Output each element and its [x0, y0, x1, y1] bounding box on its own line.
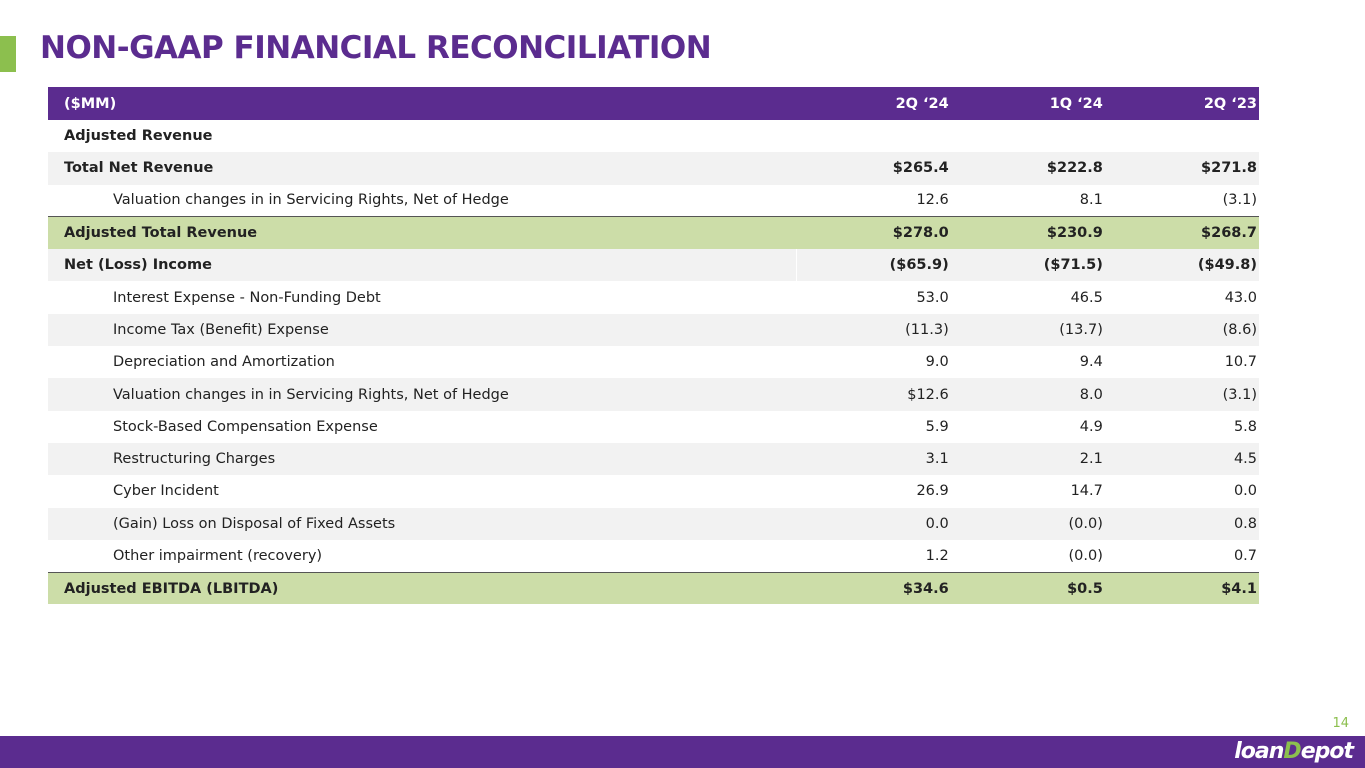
- page-number: 14: [1332, 716, 1349, 731]
- cell-1q24: $222.8: [950, 152, 1105, 185]
- cell-2q23: $271.8: [1104, 152, 1259, 185]
- cell-1q24: [950, 120, 1105, 153]
- cell-2q23: (3.1): [1104, 378, 1259, 411]
- table-row: Stock-Based Compensation Expense 5.9 4.9…: [48, 410, 1259, 443]
- table-header-row: ($MM) 2Q ‘24 1Q ‘24 2Q ‘23: [48, 87, 1259, 120]
- cell-1q24: $0.5: [950, 571, 1105, 605]
- header-units: ($MM): [48, 87, 797, 120]
- table-row: Cyber Incident 26.9 14.7 0.0: [48, 475, 1259, 508]
- row-label: Interest Expense - Non-Funding Debt: [48, 281, 797, 314]
- table-row: Valuation changes in in Servicing Rights…: [48, 184, 1259, 217]
- row-label: Valuation changes in in Servicing Rights…: [48, 378, 797, 411]
- cell-2q23: 0.0: [1104, 475, 1259, 508]
- cell-2q24: 12.6: [796, 184, 951, 217]
- table-row: Interest Expense - Non-Funding Debt 53.0…: [48, 281, 1259, 314]
- table-row: (Gain) Loss on Disposal of Fixed Assets …: [48, 507, 1259, 540]
- row-label: Valuation changes in in Servicing Rights…: [48, 184, 797, 217]
- row-label: Total Net Revenue: [48, 152, 797, 185]
- logo-text-right: epot: [1300, 739, 1354, 764]
- table-row: Depreciation and Amortization 9.0 9.4 10…: [48, 346, 1259, 379]
- logo-mark-icon: D: [1283, 739, 1301, 764]
- cell-2q24: ($65.9): [796, 249, 951, 282]
- cell-2q24: 53.0: [796, 281, 951, 314]
- page-title: NON-GAAP FINANCIAL RECONCILIATION: [40, 30, 712, 66]
- cell-1q24: 2.1: [950, 442, 1105, 476]
- table-row: Income Tax (Benefit) Expense (11.3) (13.…: [48, 313, 1259, 347]
- table-row-total: Adjusted Total Revenue $278.0 $230.9 $26…: [48, 216, 1259, 250]
- cell-1q24: $230.9: [950, 216, 1105, 250]
- cell-2q24: 0.0: [796, 507, 951, 540]
- company-logo: loanDepot: [1234, 739, 1354, 764]
- title-accent-bar: [0, 36, 16, 72]
- logo-text-left: loan: [1234, 739, 1284, 764]
- cell-1q24: 46.5: [950, 281, 1105, 314]
- cell-2q23: ($49.8): [1104, 249, 1259, 282]
- cell-2q23: 0.8: [1104, 507, 1259, 540]
- cell-2q24: 9.0: [796, 346, 951, 379]
- cell-2q23: (8.6): [1104, 313, 1259, 347]
- table-row: Total Net Revenue $265.4 $222.8 $271.8: [48, 152, 1259, 185]
- cell-2q24: $265.4: [796, 152, 951, 185]
- row-label: Adjusted EBITDA (LBITDA): [48, 571, 797, 605]
- cell-2q23: $4.1: [1104, 571, 1259, 605]
- cell-2q24: $34.6: [796, 571, 951, 605]
- footer-bar: loanDepot: [0, 736, 1365, 768]
- row-label: Adjusted Total Revenue: [48, 216, 797, 250]
- cell-1q24: ($71.5): [950, 249, 1105, 282]
- cell-2q23: $268.7: [1104, 216, 1259, 250]
- cell-2q23: 43.0: [1104, 281, 1259, 314]
- row-label: Adjusted Revenue: [48, 120, 797, 153]
- row-label: Net (Loss) Income: [48, 249, 798, 282]
- cell-2q24: 3.1: [796, 442, 951, 476]
- header-1q24: 1Q ‘24: [950, 87, 1105, 120]
- cell-2q23: 0.7: [1104, 539, 1259, 573]
- cell-1q24: 4.9: [950, 410, 1105, 443]
- row-label: Income Tax (Benefit) Expense: [48, 313, 797, 347]
- table-row: Other impairment (recovery) 1.2 (0.0) 0.…: [48, 539, 1259, 573]
- table-row: Restructuring Charges 3.1 2.1 4.5: [48, 442, 1259, 476]
- cell-2q23: (3.1): [1104, 184, 1259, 217]
- cell-2q23: [1104, 120, 1259, 153]
- cell-2q24: 5.9: [796, 410, 951, 443]
- table-row: Valuation changes in in Servicing Rights…: [48, 378, 1259, 411]
- cell-2q23: 4.5: [1104, 442, 1259, 476]
- row-label: Cyber Incident: [48, 475, 797, 508]
- cell-2q23: 5.8: [1104, 410, 1259, 443]
- table-row: Net (Loss) Income ($65.9) ($71.5) ($49.8…: [48, 249, 1259, 282]
- table-row: Adjusted Revenue: [48, 120, 1259, 153]
- row-label: Depreciation and Amortization: [48, 346, 797, 379]
- row-label: Restructuring Charges: [48, 442, 797, 476]
- table-row-total: Adjusted EBITDA (LBITDA) $34.6 $0.5 $4.1: [48, 571, 1259, 605]
- cell-1q24: 14.7: [950, 475, 1105, 508]
- cell-1q24: (0.0): [950, 507, 1105, 540]
- row-label: Other impairment (recovery): [48, 539, 797, 573]
- cell-2q24: 26.9: [796, 475, 951, 508]
- cell-1q24: 8.1: [950, 184, 1105, 217]
- header-2q23: 2Q ‘23: [1104, 87, 1259, 120]
- header-2q24: 2Q ‘24: [796, 87, 951, 120]
- row-label: (Gain) Loss on Disposal of Fixed Assets: [48, 507, 797, 540]
- cell-2q24: (11.3): [796, 313, 951, 347]
- cell-1q24: 9.4: [950, 346, 1105, 379]
- row-label: Stock-Based Compensation Expense: [48, 410, 797, 443]
- reconciliation-table: ($MM) 2Q ‘24 1Q ‘24 2Q ‘23 Adjusted Reve…: [48, 87, 1259, 605]
- cell-2q24: $278.0: [796, 216, 951, 250]
- cell-2q24: 1.2: [796, 539, 951, 573]
- cell-1q24: (0.0): [950, 539, 1105, 573]
- cell-1q24: 8.0: [950, 378, 1105, 411]
- cell-1q24: (13.7): [950, 313, 1105, 347]
- cell-2q24: [796, 120, 951, 153]
- cell-2q24: $12.6: [796, 378, 951, 411]
- cell-2q23: 10.7: [1104, 346, 1259, 379]
